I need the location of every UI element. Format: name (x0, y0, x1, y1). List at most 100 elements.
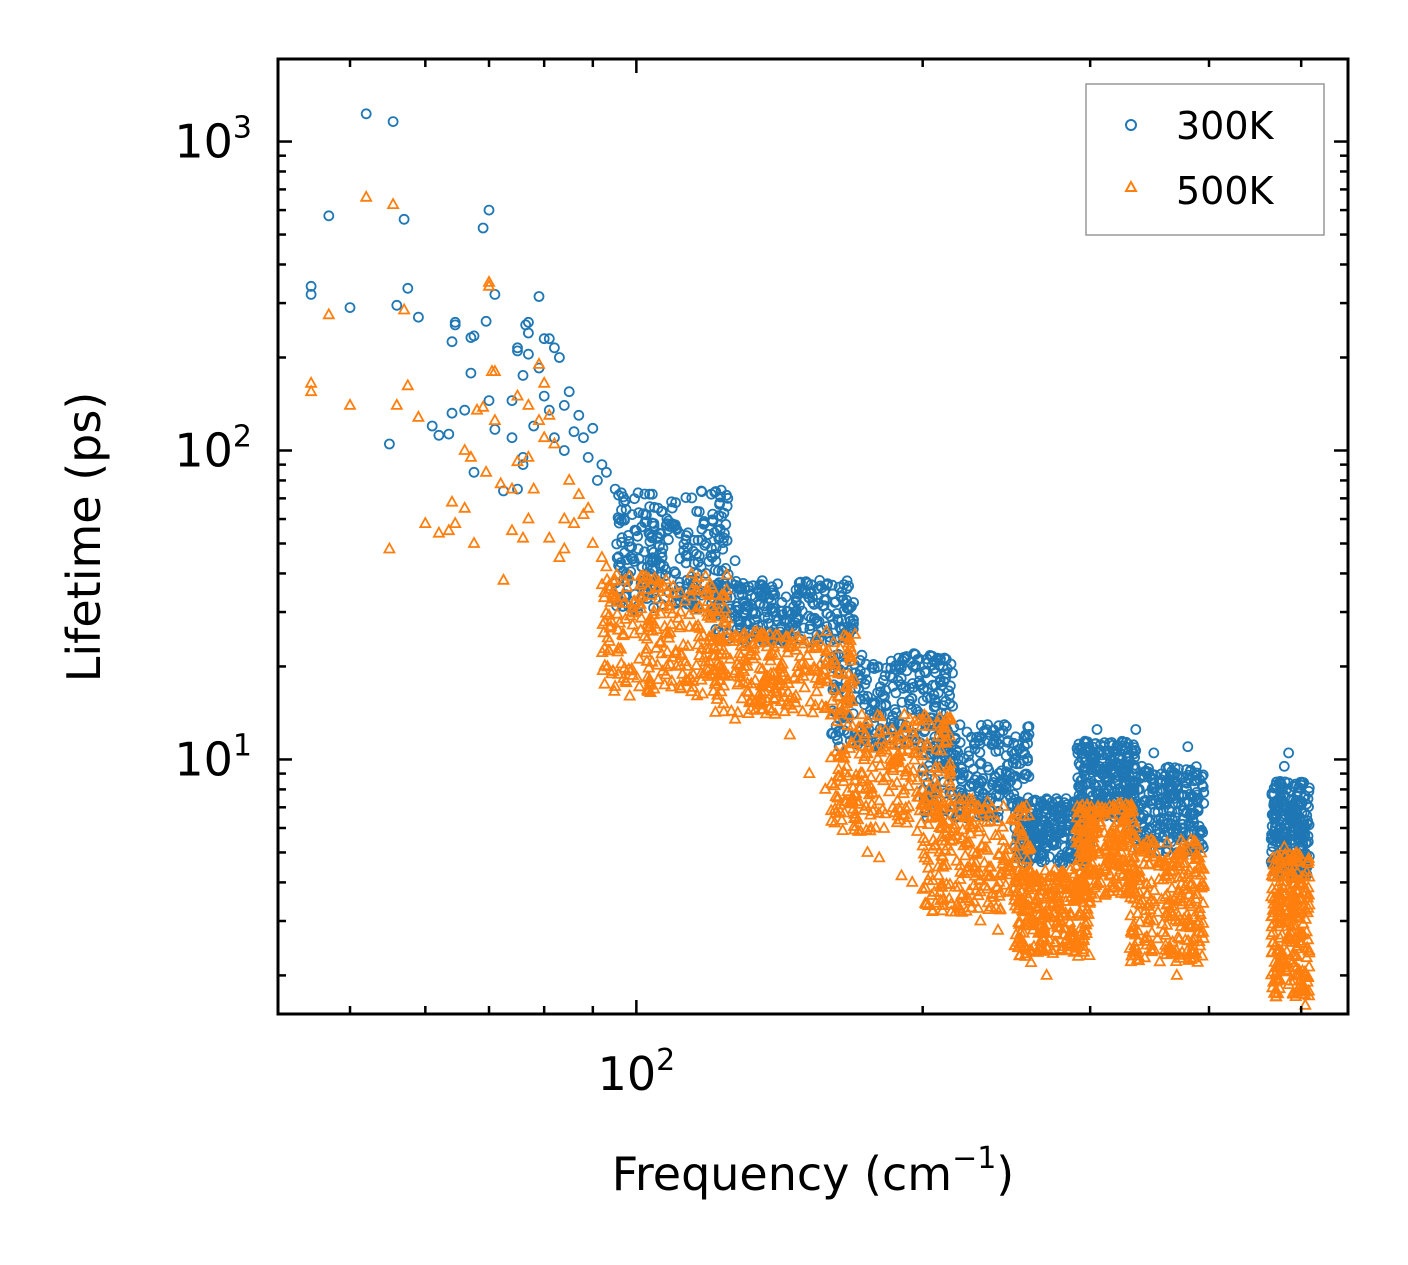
data-point-500k-1784 (1182, 867, 1196, 880)
data-point-300k-410 (756, 575, 768, 587)
data-point-500k-757 (835, 749, 849, 762)
data-point-300k-504 (805, 579, 817, 590)
data-point-500k-1547 (1106, 849, 1120, 862)
data-point-300k-2186 (1124, 775, 1135, 787)
data-point-500k-2161 (916, 881, 930, 894)
data-point-500k-2092 (432, 525, 446, 538)
data-point-500k-651 (934, 743, 948, 756)
data-point-500k-1786 (1194, 867, 1208, 880)
data-point-300k-2197 (1283, 747, 1294, 759)
data-point-300k-219 (707, 514, 718, 526)
data-point-500k-739 (857, 803, 871, 815)
data-point-500k-1770 (1187, 879, 1201, 892)
data-point-500k-1 (597, 585, 612, 598)
data-point-500k-1814 (1178, 856, 1192, 868)
data-point-500k-625 (864, 780, 879, 793)
data-point-300k-2121 (523, 316, 534, 328)
data-point-500k-253 (673, 604, 688, 617)
data-point-500k-1531 (1074, 823, 1088, 836)
data-point-500k-2157 (860, 845, 875, 857)
data-point-500k-904 (953, 872, 967, 884)
data-point-500k-193 (720, 567, 734, 580)
data-point-500k-620 (897, 707, 911, 719)
data-point-300k-1549 (1115, 786, 1127, 798)
data-point-300k-725 (915, 679, 927, 690)
data-point-300k-472 (739, 598, 750, 610)
data-point-500k-2142 (653, 634, 667, 647)
data-point-500k-502 (828, 682, 842, 695)
data-point-500k-1945 (1265, 881, 1279, 894)
data-point-500k-2107 (488, 413, 502, 426)
data-point-500k-133 (602, 643, 616, 656)
data-point-300k-757 (919, 666, 930, 677)
data-point-500k-1996 (1302, 897, 1316, 910)
data-point-500k-442 (819, 700, 833, 712)
data-point-500k-1758 (1145, 925, 1159, 938)
data-point-300k-759 (858, 690, 869, 702)
data-point-500k-164 (655, 646, 669, 659)
data-point-500k-251 (598, 676, 612, 689)
data-point-300k-977 (968, 738, 980, 750)
data-point-500k-1805 (1182, 917, 1196, 929)
data-point-500k-477 (781, 630, 795, 642)
y-tick-label-0: 101 (174, 729, 252, 787)
data-point-500k-1757 (1124, 954, 1138, 967)
data-point-500k-1815 (1140, 834, 1154, 846)
data-point-500k-646 (922, 781, 936, 794)
data-point-500k-367 (724, 703, 738, 716)
data-point-500k-457 (793, 632, 807, 645)
data-point-500k-2116 (521, 450, 535, 462)
data-point-500k-1532 (1076, 846, 1090, 859)
data-point-500k-552 (916, 760, 930, 773)
data-point-500k-589 (901, 810, 916, 822)
y-tick-label-1: 102 (174, 420, 252, 478)
data-point-500k-427 (717, 704, 731, 717)
data-point-500k-1710 (1181, 843, 1195, 856)
data-point-300k-922 (963, 746, 975, 757)
data-point-500k-1252 (1045, 896, 1060, 908)
data-point-300k-1815 (1178, 789, 1190, 801)
data-point-500k-514 (773, 659, 787, 672)
data-point-500k-2178 (1147, 913, 1161, 926)
data-point-500k-2068 (1276, 874, 1290, 887)
data-point-300k-502 (796, 586, 808, 597)
data-point-500k-1746 (1179, 919, 1193, 932)
data-point-500k-1287 (1044, 909, 1058, 921)
data-point-300k-1011 (990, 736, 1002, 747)
data-point-500k-510 (808, 662, 822, 675)
data-point-300k-2103 (477, 222, 489, 234)
plot-points (304, 108, 1316, 1010)
data-point-500k-418 (804, 694, 818, 707)
data-point-500k-2152 (783, 727, 797, 740)
data-point-500k-488 (757, 628, 771, 641)
data-point-300k-166 (700, 537, 712, 549)
data-point-500k-663 (824, 707, 838, 720)
data-point-300k-938 (993, 789, 1005, 801)
data-point-500k-1812 (1159, 947, 1173, 960)
data-point-500k-173 (604, 619, 618, 631)
data-point-300k-999 (1011, 745, 1022, 757)
data-point-500k-696 (907, 752, 921, 765)
data-point-300k-231 (657, 505, 668, 517)
data-point-500k-144 (686, 680, 700, 692)
data-point-500k-2126 (552, 550, 566, 562)
data-point-500k-705 (902, 737, 917, 750)
data-point-500k-517 (768, 681, 782, 693)
data-point-300k-2106 (483, 395, 495, 407)
data-point-500k-248 (716, 587, 730, 600)
data-point-500k-2112 (510, 388, 525, 401)
data-point-300k-1254 (1029, 794, 1041, 806)
data-point-300k-734 (900, 681, 912, 693)
data-point-500k-2181 (1181, 881, 1195, 894)
data-point-500k-171 (634, 569, 648, 581)
data-point-500k-1763 (1150, 846, 1164, 859)
data-point-500k-728 (940, 733, 954, 746)
data-point-300k-961 (952, 753, 964, 765)
data-point-300k-478 (803, 592, 815, 603)
data-point-500k-1173 (1016, 904, 1030, 917)
data-point-500k-409 (792, 671, 807, 684)
data-point-500k-2099 (467, 536, 481, 548)
data-point-300k-1020 (950, 732, 961, 744)
data-point-300k-245 (717, 543, 729, 555)
data-point-300k-2101 (468, 330, 480, 342)
